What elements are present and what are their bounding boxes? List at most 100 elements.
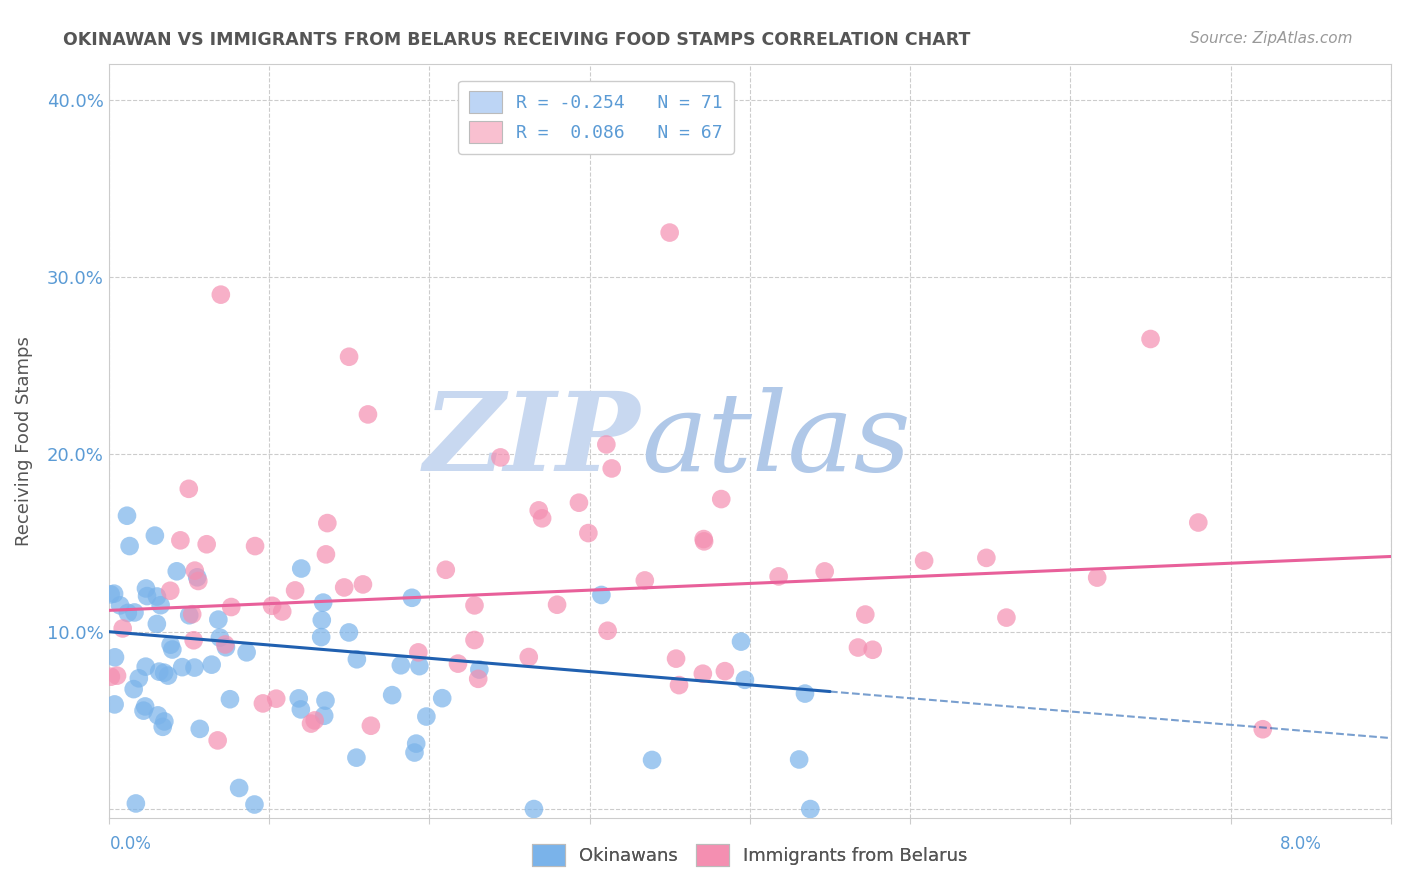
Point: [299, 716, 322, 731]
Point: [862, 642, 884, 657]
Point: [527, 503, 550, 517]
Point: [172, 660, 194, 674]
Text: 8.0%: 8.0%: [1279, 835, 1322, 853]
Point: [186, 570, 208, 584]
Point: [183, 660, 205, 674]
Point: [794, 687, 817, 701]
Point: [243, 539, 266, 553]
Point: [787, 752, 810, 766]
Point: [408, 659, 430, 673]
Point: [104, 650, 127, 665]
Point: [668, 678, 690, 692]
Point: [768, 569, 790, 583]
Point: [115, 508, 138, 523]
Point: [447, 657, 470, 671]
Point: [799, 802, 821, 816]
Point: [117, 606, 139, 620]
Text: 0.0%: 0.0%: [110, 835, 152, 853]
Point: [912, 554, 935, 568]
Point: [415, 709, 437, 723]
Point: [219, 600, 242, 615]
Point: [468, 663, 491, 677]
Point: [489, 450, 512, 465]
Point: [152, 720, 174, 734]
Point: [568, 496, 591, 510]
Point: [309, 630, 332, 644]
Point: [284, 583, 307, 598]
Point: [314, 708, 336, 723]
Point: [357, 408, 380, 422]
Point: [360, 719, 382, 733]
Point: [389, 658, 412, 673]
Point: [228, 780, 250, 795]
Point: [408, 645, 430, 659]
Point: [463, 599, 485, 613]
Point: [118, 539, 141, 553]
Point: [976, 550, 998, 565]
Point: [162, 642, 184, 657]
Point: [264, 691, 287, 706]
Point: [262, 599, 284, 613]
Text: ZIP: ZIP: [425, 387, 641, 495]
Point: [1251, 723, 1274, 737]
Point: [177, 482, 200, 496]
Point: [105, 668, 128, 682]
Point: [346, 652, 368, 666]
Point: [434, 563, 457, 577]
Y-axis label: Receiving Food Stamps: Receiving Food Stamps: [15, 336, 32, 546]
Point: [146, 616, 169, 631]
Point: [315, 693, 337, 707]
Point: [337, 625, 360, 640]
Point: [235, 645, 257, 659]
Point: [214, 638, 236, 652]
Point: [146, 708, 169, 723]
Point: [209, 287, 232, 301]
Point: [287, 691, 309, 706]
Point: [665, 651, 688, 665]
Point: [135, 582, 157, 596]
Point: [290, 561, 312, 575]
Point: [995, 610, 1018, 624]
Point: [124, 606, 146, 620]
Point: [157, 668, 180, 682]
Point: [243, 797, 266, 812]
Point: [596, 624, 619, 638]
Point: [523, 802, 546, 816]
Point: [187, 574, 209, 588]
Point: [344, 750, 367, 764]
Point: [463, 632, 485, 647]
Point: [531, 511, 554, 525]
Point: [183, 633, 205, 648]
Point: [128, 671, 150, 685]
Point: [517, 650, 540, 665]
Point: [169, 533, 191, 548]
Point: [315, 547, 337, 561]
Point: [188, 722, 211, 736]
Point: [159, 583, 181, 598]
Point: [181, 607, 204, 622]
Point: [634, 574, 657, 588]
Text: atlas: atlas: [641, 387, 911, 495]
Point: [219, 692, 242, 706]
Point: [853, 607, 876, 622]
Point: [846, 640, 869, 655]
Point: [271, 605, 294, 619]
Point: [546, 598, 568, 612]
Point: [333, 581, 356, 595]
Point: [195, 537, 218, 551]
Point: [714, 664, 737, 678]
Point: [595, 437, 617, 451]
Point: [401, 591, 423, 605]
Point: [467, 672, 489, 686]
Point: [146, 590, 169, 604]
Point: [692, 666, 714, 681]
Point: [108, 599, 131, 613]
Point: [316, 516, 339, 530]
Point: [215, 640, 238, 655]
Point: [135, 659, 157, 673]
Point: [381, 688, 404, 702]
Point: [201, 657, 224, 672]
Point: [337, 350, 360, 364]
Point: [134, 699, 156, 714]
Point: [159, 638, 181, 652]
